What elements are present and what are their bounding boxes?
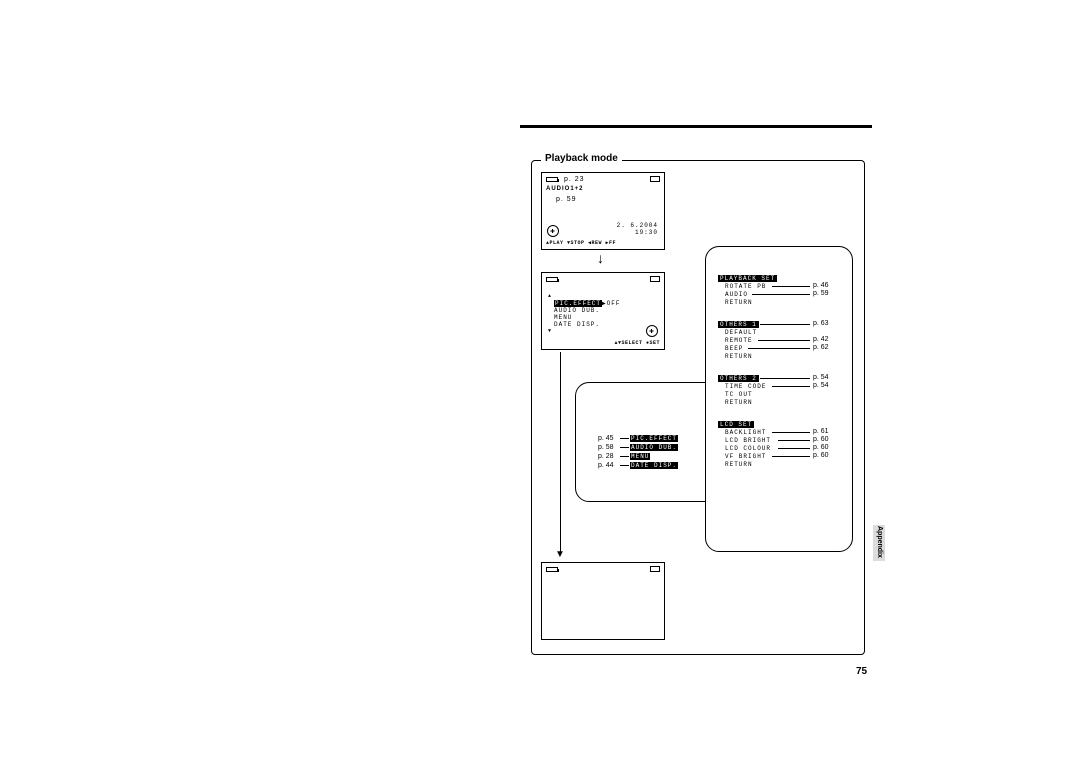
- lead-line: [620, 438, 629, 439]
- item-audio: AUDIO: [725, 291, 748, 298]
- ref-menu-label: MENU: [630, 453, 650, 460]
- ref-date-disp-label: DATE DISP.: [630, 462, 678, 469]
- group-hdr-lcd-set: LCD SET: [718, 421, 754, 428]
- ref-pic-effect-page: p. 45: [598, 435, 614, 442]
- page-tc-out: p. 54: [813, 382, 829, 389]
- lead-line: [760, 378, 810, 379]
- item-remote: REMOTE: [725, 337, 753, 344]
- item-return-3: RETURN: [725, 399, 753, 406]
- item-beep: BEEP: [725, 345, 743, 352]
- menu-item-pic-effect: PIC.EFFECT▶OFF: [554, 300, 620, 307]
- up-caret-icon: ▲: [548, 293, 552, 300]
- lead-line: [778, 440, 810, 441]
- sp-icon: [650, 566, 660, 572]
- flow-arrow-head-icon: ▼: [555, 549, 565, 560]
- battery-icon: [546, 177, 558, 182]
- item-return-1: RETURN: [725, 299, 753, 306]
- arrow-down-icon: ↓: [597, 250, 604, 266]
- lead-line: [620, 465, 629, 466]
- playback-screen-1: p. 23 AUDIO1+2 p. 59 ✚ 2. 6.2004 19:30 ▲…: [541, 172, 665, 250]
- menu-item-date-disp: DATE DISP.: [554, 321, 600, 328]
- item-return-2: RETURN: [725, 353, 753, 360]
- audio-label: AUDIO1+2: [546, 186, 584, 193]
- item-lcd-colour: LCD COLOUR: [725, 445, 771, 452]
- item-time-code: TIME CODE: [725, 383, 766, 390]
- top-rule: [520, 125, 872, 128]
- page-remote: p. 42: [813, 336, 829, 343]
- item-tc-out: TC OUT: [725, 391, 753, 398]
- item-lcd-bright: LCD BRIGHT: [725, 437, 771, 444]
- date-text: 2. 6.2004: [617, 222, 658, 229]
- page-time-code-hdr: p. 54: [813, 374, 829, 381]
- page-backlight: p. 61: [813, 428, 829, 435]
- item-rotate-pb: ROTATE PB: [725, 283, 766, 290]
- page-audio: p. 59: [813, 290, 829, 297]
- lead-line: [752, 294, 810, 295]
- legend: Playback mode: [541, 153, 622, 164]
- sp-icon: [650, 276, 660, 282]
- lead-line: [772, 432, 810, 433]
- item-vf-bright: VF BRIGHT: [725, 453, 766, 460]
- ref-pic-effect-label: PIC.EFFECT: [630, 435, 678, 442]
- down-caret-icon: ▼: [548, 328, 552, 335]
- page-rotate-pb: p. 46: [813, 282, 829, 289]
- pic-effect-label: PIC.EFFECT: [554, 300, 602, 307]
- lead-line: [772, 386, 810, 387]
- item-return-4: RETURN: [725, 461, 753, 468]
- screen1-footer: ▲PLAY ▼STOP ◀REW ▶FF: [546, 240, 616, 247]
- battery-page-ref: p. 23: [564, 176, 585, 183]
- page-vf-bright: p. 60: [813, 452, 829, 459]
- nav-plus-icon: ✚: [646, 325, 658, 337]
- appendix-tab: Appendix: [873, 525, 885, 561]
- lead-line: [772, 456, 810, 457]
- menu-item-audio-dub: AUDIO DUB.: [554, 307, 600, 314]
- page-number: 75: [856, 666, 867, 677]
- page-lcd-colour: p. 60: [813, 444, 829, 451]
- item-default: DEFAULT: [725, 329, 757, 336]
- battery-icon: [546, 567, 558, 572]
- ref-date-disp-page: p. 44: [598, 462, 614, 469]
- lead-line: [760, 324, 810, 325]
- spacer: [590, 352, 591, 382]
- sp-icon: [650, 176, 660, 182]
- item-backlight: BACKLIGHT: [725, 429, 766, 436]
- playback-screen-2: ▲ PIC.EFFECT▶OFF AUDIO DUB. MENU DATE DI…: [541, 272, 665, 350]
- lead-line: [758, 340, 810, 341]
- ref-audio-dub-label: AUDIO DUB.: [630, 444, 678, 451]
- group-hdr-others-2: OTHERS 2: [718, 375, 759, 382]
- flow-arrow-line: [560, 352, 561, 555]
- page-lcd-bright: p. 60: [813, 436, 829, 443]
- nav-plus-icon: ✚: [547, 225, 559, 237]
- time-text: 19:30: [635, 229, 658, 236]
- battery-icon: [546, 277, 558, 282]
- appendix-label: Appendix: [876, 526, 883, 558]
- ref-audio-dub-page: p. 58: [598, 444, 614, 451]
- page-others1-default: p. 63: [813, 320, 829, 327]
- page-beep: p. 62: [813, 344, 829, 351]
- screen2-footer: ▲▼SELECT ●SET: [614, 340, 660, 347]
- lead-line: [620, 456, 629, 457]
- group-hdr-playback-set: PLAYBACK SET: [718, 275, 777, 282]
- audio-page-ref: p. 59: [556, 196, 577, 203]
- pic-effect-off: OFF: [607, 300, 621, 307]
- lead-line: [778, 448, 810, 449]
- playback-screen-3: [541, 562, 665, 640]
- lead-line: [748, 348, 810, 349]
- ref-menu-page: p. 28: [598, 453, 614, 460]
- menu-item-menu: MENU: [554, 314, 572, 321]
- lead-line: [772, 286, 810, 287]
- group-hdr-others-1: OTHERS 1: [718, 321, 759, 328]
- lead-line: [620, 447, 629, 448]
